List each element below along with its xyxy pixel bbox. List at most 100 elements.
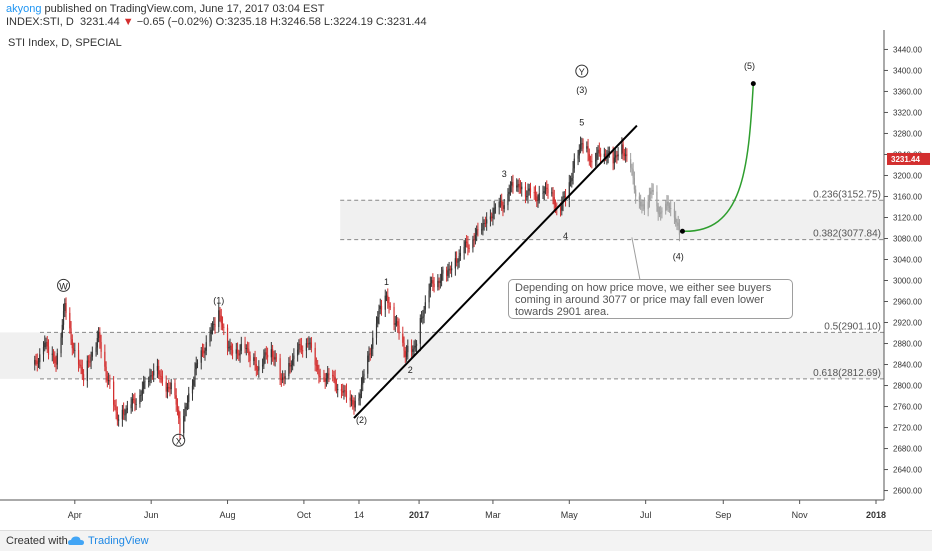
candle-body (384, 295, 386, 310)
x-tick-label: Oct (297, 510, 312, 520)
candle-body (528, 188, 530, 191)
candle-body (573, 158, 575, 169)
candle-body (568, 182, 570, 200)
wave-label: 5 (579, 118, 584, 128)
candle-body (86, 360, 88, 381)
tradingview-brand[interactable]: TradingView (88, 535, 149, 547)
candle-body (413, 347, 415, 350)
wave-circle (172, 433, 186, 447)
candle-body (441, 273, 443, 281)
x-tick-label: Jun (144, 510, 159, 520)
overlay: W (1) X (2) 1 2 3 4 5 (3) Y (4) (5) (57, 61, 756, 447)
candle-body (183, 416, 185, 434)
candle-body (89, 361, 91, 363)
wave-label: (5) (744, 61, 755, 71)
y-tick-label: 3400.00 (893, 66, 922, 75)
candle-body (652, 189, 654, 192)
candle-body (617, 154, 619, 157)
candle-body (625, 154, 627, 157)
candle-body (547, 188, 549, 194)
candle-body (34, 359, 36, 365)
candle-body (310, 342, 313, 348)
candle-body (108, 380, 110, 382)
candle-body (589, 160, 592, 162)
candle-body (328, 373, 330, 376)
candle-body (521, 186, 523, 190)
candle-body (676, 222, 678, 224)
candle-body (394, 323, 396, 325)
candle-body (97, 332, 100, 338)
candle-body (484, 223, 487, 225)
candle-body (641, 205, 643, 207)
x-tick-label: Aug (220, 510, 236, 520)
candle-body (151, 375, 154, 377)
candle-body (571, 177, 573, 181)
wave-label: (3) (576, 85, 587, 95)
candle-body (121, 409, 123, 420)
last-price: 3231.44 (79, 16, 120, 28)
candle-body (577, 155, 579, 159)
candle-body (194, 369, 196, 381)
candle-body (288, 363, 290, 377)
candle-body (82, 374, 85, 381)
wave-label: (4) (673, 251, 684, 261)
y-tick-label: 3200.00 (893, 171, 922, 180)
candle-body (483, 223, 485, 225)
author-link[interactable]: akyong (6, 3, 42, 15)
wave-label: 1 (384, 277, 389, 287)
candle-body (516, 185, 518, 188)
candle-body (184, 409, 186, 417)
x-tick-label: 2017 (409, 510, 429, 520)
chart-background (0, 30, 932, 530)
candle-body (334, 377, 336, 385)
candle-body (238, 353, 240, 356)
candle-body (481, 229, 483, 231)
candle-body (463, 246, 465, 253)
y-tick-label: 3040.00 (893, 255, 922, 264)
wave-label: (2) (356, 415, 367, 425)
candle-body (239, 350, 241, 356)
candle-body (477, 229, 479, 231)
candle-body (648, 194, 651, 203)
y-tick-label: 2960.00 (893, 298, 922, 307)
down-arrow-icon: ▼ (122, 16, 134, 28)
y-tick-label: 2600.00 (893, 487, 922, 496)
candle-body (340, 389, 343, 392)
candle-body (537, 200, 539, 202)
candle-body (661, 210, 663, 213)
candle-body (36, 360, 38, 365)
candle-body (318, 370, 320, 377)
candle-body (524, 186, 527, 197)
candle-body (616, 155, 618, 157)
candle-body (261, 364, 264, 367)
candle-body (354, 400, 356, 408)
x-tick-label: Apr (68, 510, 82, 520)
x-tick-label: Sep (715, 510, 731, 520)
candle-body (246, 347, 249, 350)
candle-body (79, 364, 81, 366)
candle-body (168, 386, 170, 389)
candle-body (52, 353, 55, 358)
candle-body (428, 290, 430, 303)
candle-body (472, 239, 474, 249)
candle-body (161, 376, 164, 382)
y-tick-label: 2880.00 (893, 340, 922, 349)
candle-body (459, 252, 461, 257)
price-chart[interactable]: 0.236(3152.75) 0.382(3077.84) 0.5(2901.10)… (0, 30, 932, 530)
candle-body (99, 332, 101, 343)
fib-label: 0.236(3152.75) (813, 189, 881, 200)
candle-body (343, 390, 345, 393)
wave-label: W (59, 281, 68, 291)
candle-body (635, 189, 637, 197)
candle-body (203, 350, 205, 354)
candle-body (279, 358, 281, 380)
candle-body (176, 404, 179, 410)
candle-body (370, 348, 373, 354)
candle-body (615, 155, 617, 158)
change-value: −0.65 (−0.02%) (136, 16, 213, 28)
candle-body (578, 149, 580, 156)
candle-body (200, 350, 202, 363)
candle-body (519, 187, 522, 190)
candle-body (454, 258, 456, 269)
candle-body (642, 204, 644, 206)
